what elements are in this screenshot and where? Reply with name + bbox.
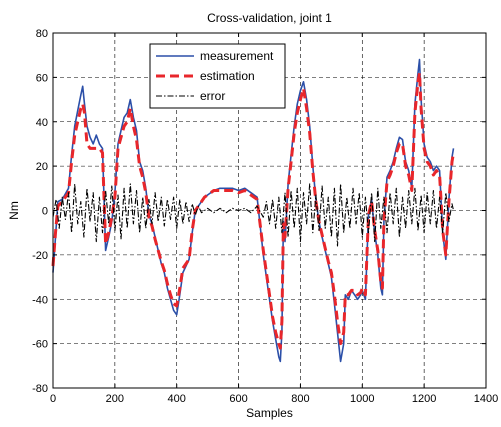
- x-tick-label: 1400: [474, 393, 498, 405]
- series-line-estimation: [51, 71, 455, 350]
- chart-title: Cross-validation, joint 1: [207, 11, 332, 25]
- y-tick-label: -80: [32, 383, 48, 395]
- y-axis-label: Nm: [7, 201, 21, 220]
- x-tick-label: 1000: [350, 393, 374, 405]
- legend-label-measurement: measurement: [200, 49, 274, 63]
- x-axis-label: Samples: [246, 406, 293, 420]
- x-tick-label: 600: [229, 393, 247, 405]
- y-tick-label: -40: [32, 294, 48, 306]
- x-tick-label: 800: [291, 393, 309, 405]
- series-layer: [51, 58, 455, 363]
- x-tick-label: 1200: [412, 393, 436, 405]
- legend-label-error: error: [200, 89, 225, 103]
- x-tick-label: 400: [168, 393, 186, 405]
- legend-label-estimation: estimation: [200, 69, 255, 83]
- y-tick-label: -20: [32, 250, 48, 262]
- y-tick-label: 0: [42, 206, 48, 218]
- y-tick-label: 60: [36, 72, 48, 84]
- series-line-error: [52, 183, 455, 247]
- x-tick-label: 200: [106, 393, 124, 405]
- y-tick-label: -60: [32, 339, 48, 351]
- ticks: 0 200 400 600 800 1000 1200 1400 -80 -60 -40 -20 0 20…: [32, 28, 498, 405]
- legend: measurement estimation error: [149, 43, 286, 109]
- y-tick-label: 80: [36, 28, 48, 40]
- x-tick-label: 0: [50, 393, 56, 405]
- y-tick-label: 20: [36, 161, 48, 173]
- y-tick-label: 40: [36, 117, 48, 129]
